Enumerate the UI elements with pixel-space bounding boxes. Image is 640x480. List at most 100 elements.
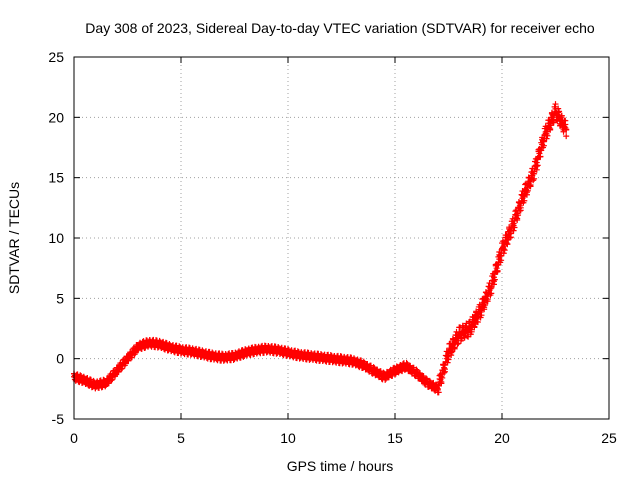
data-point: [161, 346, 168, 353]
y-tick-label: 15: [48, 170, 64, 186]
x-tick-label: 20: [494, 430, 510, 446]
y-axis: -5 0 5 10 15 20 25: [48, 49, 609, 427]
data-point: [521, 197, 528, 204]
data-point: [498, 257, 505, 264]
data-point: [119, 365, 126, 372]
y-tick-label: 0: [56, 351, 64, 367]
data-point: [160, 338, 167, 345]
data-point: [109, 376, 116, 383]
data-point: [441, 368, 448, 375]
x-tick-label: 25: [601, 430, 617, 446]
data-point: [482, 301, 489, 308]
data-point: [533, 163, 540, 170]
data-point: [441, 369, 448, 376]
chart-title: Day 308 of 2023, Sidereal Day-to-day VTE…: [85, 20, 595, 36]
data-point: [128, 354, 135, 361]
x-tick-label: 5: [177, 430, 185, 446]
data-point: [112, 371, 119, 378]
data-point: [507, 234, 514, 241]
y-tick-label: -5: [52, 411, 65, 427]
x-axis: 0 5 10 15 20 25: [70, 57, 617, 446]
data-point: [84, 375, 91, 382]
data-point: [523, 189, 530, 196]
data-point: [524, 187, 531, 194]
data-point: [458, 335, 465, 342]
data-point: [537, 153, 544, 160]
data-point: [453, 328, 460, 335]
data-point: [500, 246, 507, 253]
data-point: [555, 109, 562, 116]
data-point: [444, 353, 451, 360]
data-point: [358, 357, 365, 364]
data-point: [563, 133, 570, 140]
data-point: [491, 276, 498, 283]
data-point: [438, 379, 445, 386]
x-axis-label: GPS time / hours: [287, 458, 394, 474]
data-point: [477, 309, 484, 316]
data-point: [511, 224, 518, 231]
data-point: [556, 108, 563, 115]
data-point: [530, 177, 537, 184]
data-point: [439, 374, 446, 381]
data-point: [494, 268, 501, 275]
data-point: [484, 298, 491, 305]
data-point: [562, 117, 569, 124]
data-point: [454, 341, 461, 348]
data-point: [435, 389, 442, 396]
data-point: [547, 125, 554, 132]
data-point: [504, 240, 511, 247]
data-point: [501, 247, 508, 254]
data-point: [558, 112, 565, 119]
data-point: [563, 126, 570, 133]
data-point: [544, 132, 551, 139]
data-point: [237, 354, 244, 361]
grid: [74, 57, 609, 419]
data-point: [193, 345, 200, 352]
data-point: [494, 262, 501, 269]
data-point: [399, 368, 406, 375]
y-axis-label: SDTVAR / TECUs: [6, 182, 22, 294]
data-point: [445, 356, 452, 363]
data-point: [278, 344, 285, 351]
data-point: [448, 349, 455, 356]
data-point: [552, 101, 559, 108]
data-point: [517, 207, 524, 214]
x-tick-label: 15: [387, 430, 403, 446]
data-point: [80, 374, 87, 381]
data-point: [95, 385, 102, 392]
data-point: [488, 290, 495, 297]
data-point: [478, 312, 485, 319]
data-point: [540, 142, 547, 149]
data-point: [531, 175, 538, 182]
y-tick-label: 25: [48, 49, 64, 65]
data-point: [125, 357, 132, 364]
y-tick-label: 10: [48, 230, 64, 246]
data-point: [510, 227, 517, 234]
data-point: [74, 371, 81, 378]
data-point: [468, 328, 475, 335]
data-point: [451, 345, 458, 352]
data-point: [515, 212, 522, 219]
data-point: [438, 373, 445, 380]
data-point: [115, 369, 122, 376]
series-sdtvar: [71, 101, 570, 396]
x-tick-label: 10: [280, 430, 296, 446]
data-point: [138, 345, 145, 352]
y-tick-label: 20: [48, 109, 64, 125]
data-point: [354, 356, 361, 363]
data-point: [474, 319, 481, 326]
data-point: [534, 162, 541, 169]
data-point: [247, 352, 254, 359]
plot-area: [71, 101, 570, 396]
data-point: [169, 342, 176, 349]
data-point: [202, 348, 209, 355]
data-point: [471, 323, 478, 330]
x-tick-label: 0: [70, 430, 78, 446]
data-point: [514, 215, 521, 222]
data-point: [444, 359, 451, 366]
data-point: [464, 333, 471, 340]
data-point: [122, 360, 129, 367]
data-point: [105, 380, 112, 387]
data-point: [527, 183, 534, 190]
